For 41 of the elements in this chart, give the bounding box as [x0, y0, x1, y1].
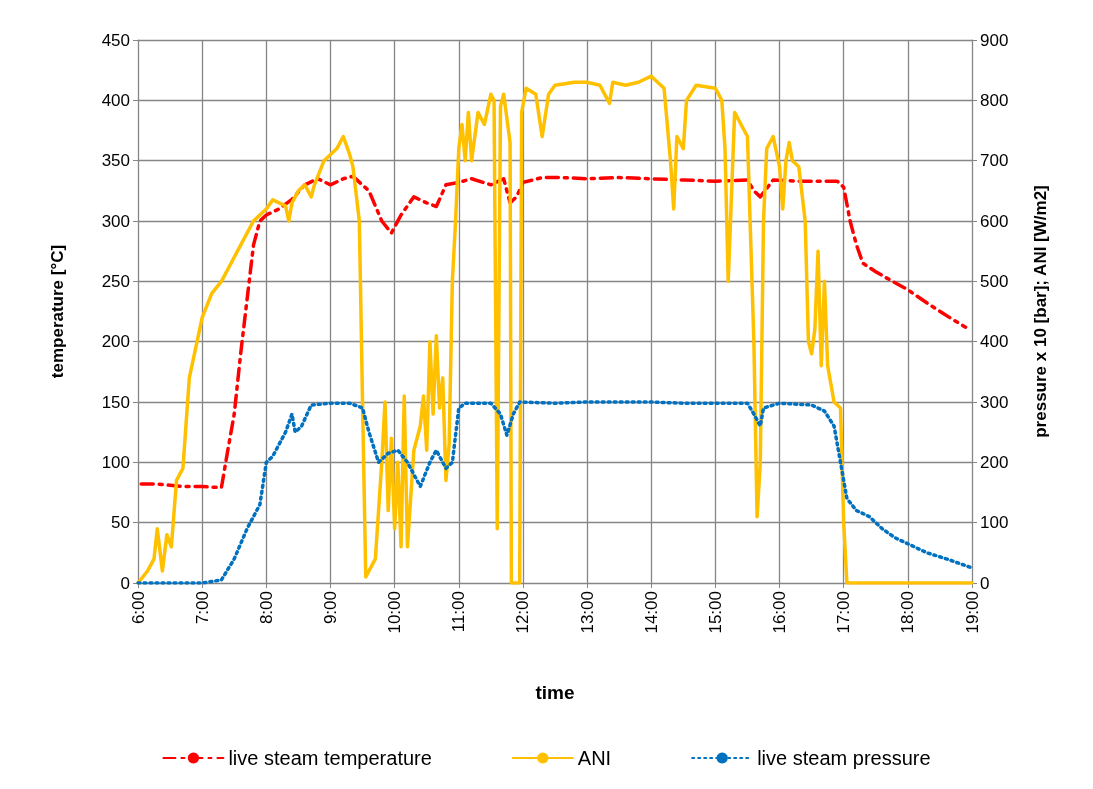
- y-tick-label: 300: [101, 211, 130, 231]
- line-series: [139, 174, 968, 490]
- y2-tick-label: 300: [980, 392, 1009, 412]
- y2-tick-label: 700: [980, 151, 1009, 171]
- y2-tick-label: 400: [980, 332, 1009, 352]
- x-tick-label: 14:00: [641, 591, 661, 634]
- x-tick-label: 15:00: [705, 591, 725, 634]
- x-tick-label: 11:00: [449, 591, 469, 633]
- y2-tick-label: 500: [980, 271, 1009, 291]
- x-tick-label: 16:00: [770, 591, 790, 634]
- y-tick-label: 150: [101, 392, 130, 412]
- y2-tick-label: 100: [980, 513, 1009, 533]
- x-tick-label: 9:00: [320, 591, 340, 625]
- x-tick-label: 13:00: [577, 591, 597, 634]
- legend-label: live steam temperature: [228, 747, 432, 769]
- y-tick-label: 350: [101, 151, 130, 171]
- y-tick-label: 450: [101, 30, 130, 50]
- y2-tick-label: 600: [980, 211, 1009, 231]
- y2-axis-title: pressure x 10 [bar]; ANI [W/m2]: [1031, 185, 1050, 438]
- y-tick-label: 200: [101, 332, 130, 352]
- x-tick-label: 10:00: [385, 591, 405, 634]
- y2-tick-label: 0: [980, 573, 990, 593]
- x-tick-label: 8:00: [256, 591, 276, 625]
- x-tick-label: 18:00: [898, 591, 918, 634]
- y-tick-label: 50: [111, 513, 130, 533]
- x-tick-label: 19:00: [962, 591, 982, 634]
- y2-tick-label: 800: [980, 90, 1009, 110]
- y-tick-label: 250: [101, 271, 130, 291]
- x-tick-label: 17:00: [834, 591, 854, 634]
- y-tick-label: 0: [120, 573, 130, 593]
- x-tick-label: 12:00: [513, 591, 533, 634]
- y-tick-label: 100: [101, 452, 130, 472]
- x-tick-label: 6:00: [128, 591, 148, 625]
- y2-tick-label: 200: [980, 452, 1009, 472]
- x-tick-label: 7:00: [192, 591, 212, 625]
- legend-label: ANI: [577, 747, 612, 769]
- x-axis-title: time: [535, 682, 575, 703]
- y2-tick-label: 900: [980, 30, 1009, 50]
- legend-label: live steam pressure: [757, 747, 931, 769]
- y-tick-label: 400: [101, 90, 130, 110]
- y-axis-title: temperature [°C]: [48, 244, 67, 379]
